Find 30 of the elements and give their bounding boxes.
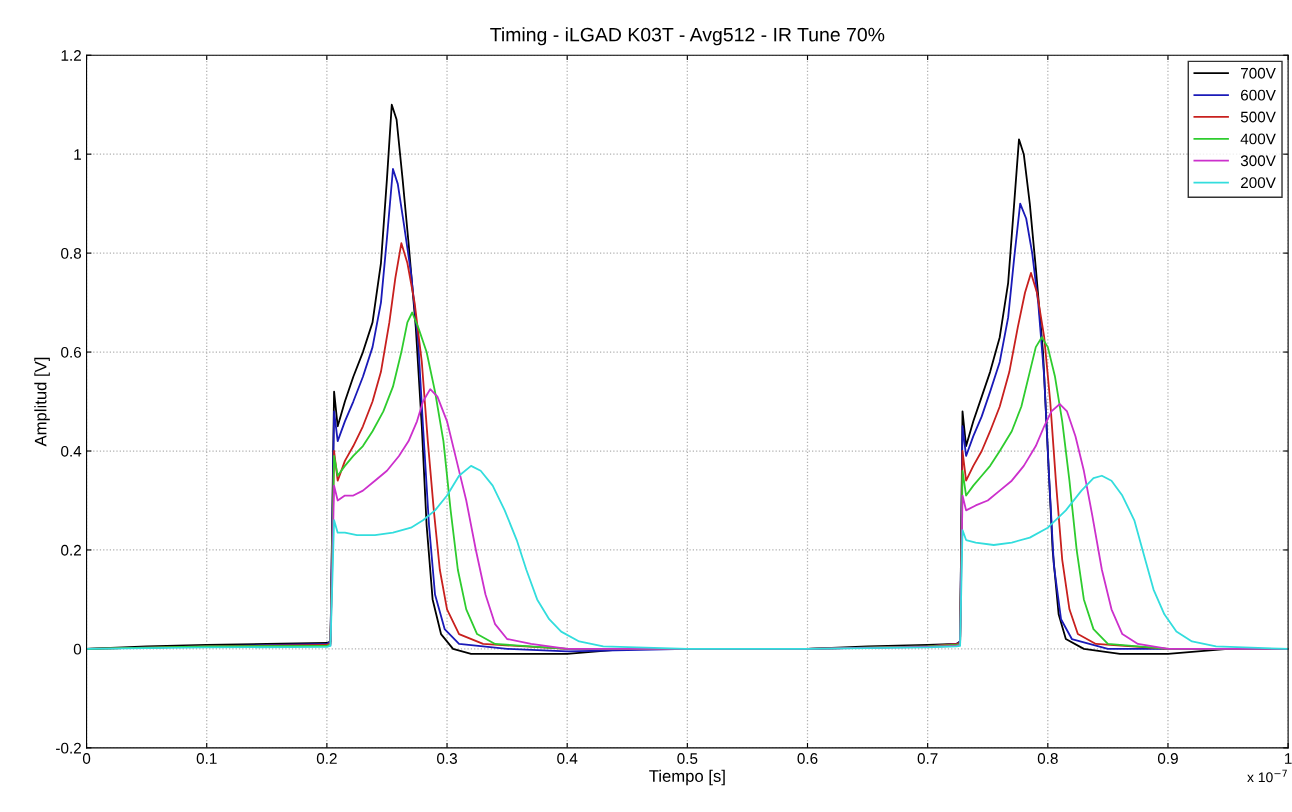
chart-title: Timing - iLGAD K03T - Avg512 - IR Tune 70%	[490, 27, 885, 46]
x-tick-label: 0.4	[557, 753, 578, 764]
legend-label: 300V	[1240, 155, 1276, 167]
x-tick-label: 0.8	[1037, 753, 1058, 764]
y-tick-label: 0.4	[61, 445, 82, 457]
y-tick-label: 1.2	[61, 50, 81, 61]
legend-label: 400V	[1240, 133, 1276, 145]
legend-label: 200V	[1240, 177, 1276, 189]
legend-label: 700V	[1241, 67, 1276, 79]
legend-label: 500V	[1240, 111, 1276, 123]
line-series	[86, 464, 1289, 650]
text: x 10$^{−7}$	[1247, 769, 1287, 783]
y-tick-label: -0.2	[56, 742, 81, 754]
x-tick-label: 1	[1285, 753, 1292, 764]
y-tick-label: 0.8	[61, 247, 82, 259]
y-tick-label: 0.6	[61, 346, 82, 358]
x-tick-label: 0.9	[1157, 753, 1178, 764]
x-tick-label: 0	[82, 753, 91, 764]
x-tick-label: 0.2	[316, 753, 337, 764]
y-tick-label: 0.2	[61, 544, 81, 556]
x-tick-label: 0.7	[917, 753, 938, 764]
legend-label: 600V	[1241, 89, 1276, 101]
x-tick-label: 0.5	[677, 753, 698, 764]
x-tick-label: 0.1	[196, 753, 217, 764]
x-axis-title: Tiempo [s]	[649, 769, 725, 786]
x-tick-label: 0.6	[797, 753, 818, 764]
x-tick-label: 0.3	[437, 753, 457, 764]
y-tick-label: 1	[74, 149, 81, 160]
y-axis-title: Amplitud [V]	[34, 357, 50, 447]
y-tick-label: 0	[73, 643, 82, 655]
